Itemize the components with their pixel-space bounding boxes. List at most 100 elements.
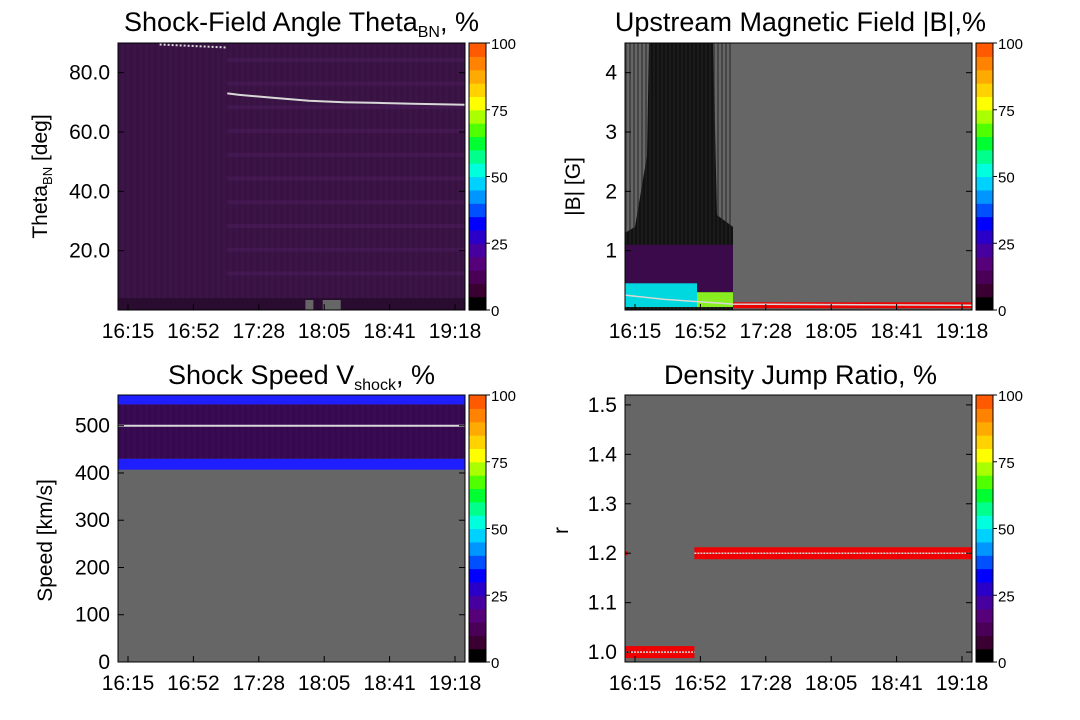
x-tick-label: 16:15	[609, 320, 662, 343]
y-tick-label: 20.0	[69, 240, 110, 263]
blue-band-top	[118, 395, 465, 405]
colorbar-tick-label: 0	[491, 655, 499, 672]
panel-title: Shock Speed Vshock, %	[168, 360, 435, 394]
heatmap-cell-column	[400, 404, 403, 459]
colorbar-segment	[976, 189, 993, 204]
heatmap-cell-column	[142, 43, 145, 310]
colorbar-segment	[976, 203, 993, 218]
colorbar-segment	[469, 581, 486, 596]
colorbar-segment	[469, 69, 486, 84]
plot-frame	[624, 42, 973, 311]
colorbar-tick-label: 75	[491, 455, 508, 472]
heatmap-cell-column	[629, 43, 631, 310]
y-tick-label: 60.0	[69, 121, 110, 144]
heatmap-cell-column	[220, 404, 223, 459]
colorbar-segment	[976, 648, 993, 663]
heatmap-cell-column	[418, 404, 421, 459]
y-tick-label: 3	[605, 121, 617, 144]
y-tick-label: 80.0	[69, 62, 110, 85]
heatmap-cell-column	[190, 404, 193, 459]
colorbar-segment	[469, 555, 486, 570]
colorbar-segment	[469, 448, 486, 463]
colorbar-tick-label: 75	[998, 103, 1015, 120]
colorbar-tick-label: 0	[491, 303, 499, 320]
heatmap-cell-column	[701, 43, 703, 310]
heatmap-cell-column	[661, 43, 663, 310]
colorbar-segment	[976, 176, 993, 191]
colorbar-segment	[469, 256, 486, 271]
colorbar-segment	[469, 475, 486, 490]
colorbar-segment	[469, 43, 486, 57]
colorbar-segment	[976, 43, 993, 57]
colorbar-segment	[469, 528, 486, 543]
heatmap-cell-column	[214, 43, 217, 310]
panel-title: Shock-Field Angle ThetaBN, %	[124, 7, 479, 41]
heatmap-cell-column	[657, 43, 659, 310]
heatmap-cell-column	[685, 43, 687, 310]
colorbar-segment	[976, 109, 993, 124]
heatmap-cell-column	[268, 404, 271, 459]
colorbar-segment	[976, 56, 993, 71]
heatmap-cell-column	[172, 404, 175, 459]
y-tick-label: 1.5	[588, 394, 617, 417]
heatmap-cell-column	[274, 404, 277, 459]
colorbar-3: 0 25 50 75 100	[468, 388, 516, 672]
y-tick-label: 1.1	[588, 592, 617, 615]
plot-frame	[117, 394, 466, 663]
colorbar-segment	[976, 581, 993, 596]
heatmap-band	[227, 176, 465, 181]
y-tick-label: 0	[98, 651, 110, 674]
colorbar-segment	[976, 243, 993, 258]
heatmap-cell-column	[364, 404, 367, 459]
x-tick-label: 19:18	[429, 672, 482, 695]
colorbar-segment	[976, 435, 993, 449]
heatmap-cell-column	[673, 43, 675, 310]
colorbar-segment	[469, 501, 486, 516]
heatmap-cell-column	[280, 404, 283, 459]
y-axis-label: r	[550, 527, 573, 534]
heatmap-cell-column	[376, 404, 379, 459]
colorbar-segment	[469, 243, 486, 258]
heatmap-cell-column	[184, 43, 187, 310]
heatmap-cell-column	[633, 43, 635, 310]
x-tick-label: 18:05	[805, 320, 858, 343]
plot-frame	[117, 42, 466, 311]
x-tick-label: 16:15	[102, 672, 155, 695]
x-tick-label: 19:18	[936, 672, 989, 695]
colorbar-1: 0 25 50 75 100	[468, 36, 516, 320]
heatmap-cell-column	[148, 404, 151, 459]
heatmap-cell-column	[208, 404, 211, 459]
heatmap-bottom-strip	[118, 298, 465, 310]
heatmap-cell-column	[160, 43, 163, 310]
heatmap-cell-column	[262, 404, 265, 459]
y-tick-label: 40.0	[69, 180, 110, 203]
heatmap-cell-column	[286, 404, 289, 459]
colorbar-segment	[976, 461, 993, 476]
heatmap-cell-column	[172, 43, 175, 310]
x-tick-label: 19:18	[429, 320, 482, 343]
colorbar-segment	[469, 461, 486, 476]
colorbar-segment	[976, 408, 993, 423]
fit-line-upper	[159, 43, 226, 49]
heatmap-cell-column	[406, 404, 409, 459]
heatmap-cell-column	[697, 43, 699, 310]
x-tick-label: 17:28	[233, 320, 286, 343]
colorbar-segment	[976, 229, 993, 244]
heatmap-cell-column	[196, 404, 199, 459]
fit-line	[227, 92, 466, 106]
colorbar-segment	[469, 515, 486, 530]
colorbar-segment	[469, 149, 486, 164]
colorbar-segment	[469, 56, 486, 71]
heatmap-cell-column	[725, 43, 727, 310]
colorbar-segment	[469, 395, 486, 409]
heatmap-cell-column	[388, 404, 391, 459]
y-tick-label: 400	[75, 462, 110, 485]
y-axis-label: Speed [km/s]	[34, 479, 57, 602]
colorbar-segment	[469, 435, 486, 449]
heatmap-cell-column	[448, 404, 451, 459]
heatmap-band	[227, 81, 465, 86]
colorbar-segment	[976, 163, 993, 178]
colorbar-segment	[469, 635, 486, 650]
heatmap-cell-column	[202, 43, 205, 310]
x-tick-label: 18:41	[870, 672, 923, 695]
